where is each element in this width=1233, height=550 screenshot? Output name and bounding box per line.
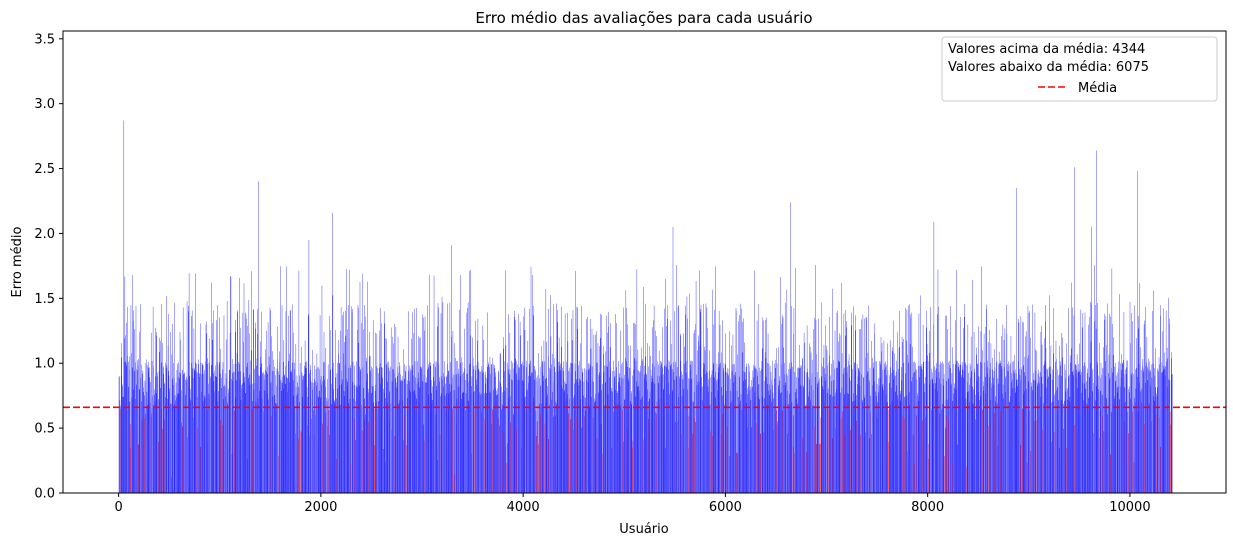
x-tick-label: 2000 <box>304 500 337 515</box>
legend-above-count: Valores acima da média: 4344 <box>948 42 1145 57</box>
x-tick-label: 0 <box>114 500 122 515</box>
legend: Valores acima da média: 4344 Valores aba… <box>942 37 1217 101</box>
y-tick-label: 0.5 <box>34 422 55 437</box>
x-axis-label: Usuário <box>619 522 668 537</box>
x-axis: 0 2000 4000 6000 8000 10000 <box>114 493 1150 515</box>
chart-title: Erro médio das avaliações para cada usuá… <box>475 9 812 27</box>
y-tick-label: 1.0 <box>34 357 55 372</box>
x-tick-label: 8000 <box>911 500 944 515</box>
y-tick-label: 3.0 <box>34 97 55 112</box>
legend-mean-label: Média <box>1078 81 1117 96</box>
x-tick-label: 6000 <box>709 500 742 515</box>
x-tick-label: 10000 <box>1109 500 1150 515</box>
y-tick-label: 2.0 <box>34 227 55 242</box>
y-tick-label: 1.5 <box>34 292 55 307</box>
legend-below-count: Valores abaixo da média: 6075 <box>948 60 1149 75</box>
bars-group <box>119 121 1173 493</box>
y-axis: 0.0 0.5 1.0 1.5 2.0 2.5 3.0 3.5 <box>34 32 63 501</box>
y-tick-label: 2.5 <box>34 162 55 177</box>
y-tick-label: 3.5 <box>34 32 55 47</box>
y-tick-label: 0.0 <box>34 487 55 502</box>
y-axis-label: Erro médio <box>10 226 25 297</box>
x-tick-label: 4000 <box>507 500 540 515</box>
